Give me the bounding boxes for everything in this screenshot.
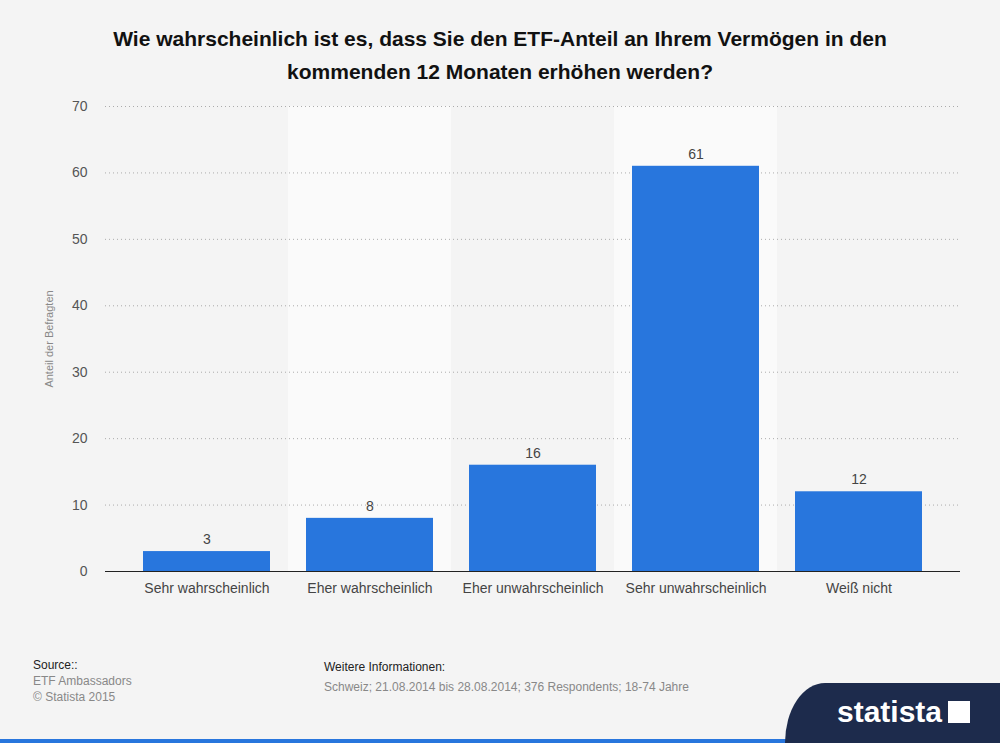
svg-text:Eher wahrscheinlich: Eher wahrscheinlich [307, 580, 432, 596]
svg-text:Sehr wahrscheinlich: Sehr wahrscheinlich [144, 580, 269, 596]
html-text:Source::: Source:: [33, 658, 78, 672]
svg-text:3: 3 [203, 531, 211, 547]
svg-text:Weiß nicht: Weiß nicht [826, 580, 892, 596]
html-text:ETF Ambassadors: ETF Ambassadors [33, 674, 132, 688]
svg-text:12: 12 [851, 471, 867, 487]
svg-text:61: 61 [688, 146, 704, 162]
html-text:Schweiz; 21.08.2014 bis 28.08.: Schweiz; 21.08.2014 bis 28.08.2014; 376 … [324, 680, 689, 694]
svg-text:70: 70 [72, 98, 88, 114]
html-text:Weitere Informationen:: Weitere Informationen: [324, 660, 446, 674]
svg-text:10: 10 [72, 497, 88, 513]
svg-text:40: 40 [72, 297, 88, 313]
svg-text:60: 60 [72, 164, 88, 180]
html-text:statista: statista [837, 695, 942, 728]
svg-text:Anteil der Befragten: Anteil der Befragten [43, 290, 55, 387]
svg-text:20: 20 [72, 430, 88, 446]
svg-text:0: 0 [80, 563, 88, 579]
svg-text:30: 30 [72, 364, 88, 380]
svg-text:50: 50 [72, 231, 88, 247]
svg-text:Eher unwahrscheinlich: Eher unwahrscheinlich [463, 580, 604, 596]
svg-text:16: 16 [525, 445, 541, 461]
html-text:Wie wahrscheinlich ist es, das: Wie wahrscheinlich ist es, dass Sie den … [113, 27, 887, 83]
svg-text:8: 8 [366, 498, 374, 514]
html-text:© Statista 2015: © Statista 2015 [33, 690, 116, 704]
svg-text:Sehr unwahrscheinlich: Sehr unwahrscheinlich [626, 580, 767, 596]
